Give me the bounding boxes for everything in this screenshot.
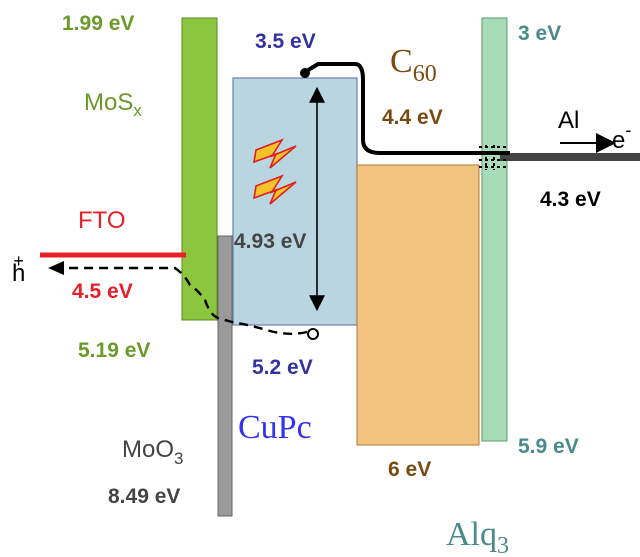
al-name: Al	[558, 107, 579, 134]
moo3-name: MoO3	[122, 436, 183, 468]
hole-arrowhead	[48, 261, 64, 275]
hole-path	[60, 266, 308, 335]
alq3-name: Alq3	[446, 516, 509, 557]
electron-label: e-	[612, 120, 631, 154]
mosx-band	[181, 17, 218, 321]
cupc-lumo-label: 3.5 eV	[255, 30, 316, 53]
c60-homo-label: 6 eV	[388, 458, 431, 481]
c60-name: C60	[390, 43, 437, 87]
lightning-icon	[252, 138, 297, 205]
al-level-label: 4.3 eV	[540, 188, 601, 211]
cupc-gap-label: 4.93 eV	[234, 230, 306, 253]
moo3-level-label: 8.49 eV	[108, 485, 180, 508]
alq3-lumo-label: 3 eV	[518, 22, 561, 45]
cupc-band	[232, 77, 358, 326]
alq3-band	[481, 17, 508, 442]
fto-level-label: 4.5 eV	[72, 280, 133, 303]
c60-lumo-label: 4.4 eV	[382, 106, 443, 129]
mosx-lumo-label: 1.99 eV	[62, 12, 134, 35]
cupc-homo-label: 5.2 eV	[252, 356, 313, 379]
fto-name: FTO	[78, 207, 126, 234]
c60-band	[356, 164, 480, 446]
moo3-band	[217, 235, 233, 517]
alq3-interface-dots	[479, 145, 508, 170]
al-electrode	[500, 153, 640, 161]
electron-path	[303, 62, 510, 155]
mosx-homo-label: 5.19 eV	[78, 339, 150, 362]
hole-label: h+	[12, 251, 25, 287]
hole-origin	[307, 328, 319, 340]
cupc-name: CuPc	[238, 409, 312, 446]
mosx-name: MoSx	[84, 89, 142, 120]
alq3-homo-label: 5.9 eV	[518, 435, 579, 458]
electron-origin-dot	[300, 68, 310, 78]
